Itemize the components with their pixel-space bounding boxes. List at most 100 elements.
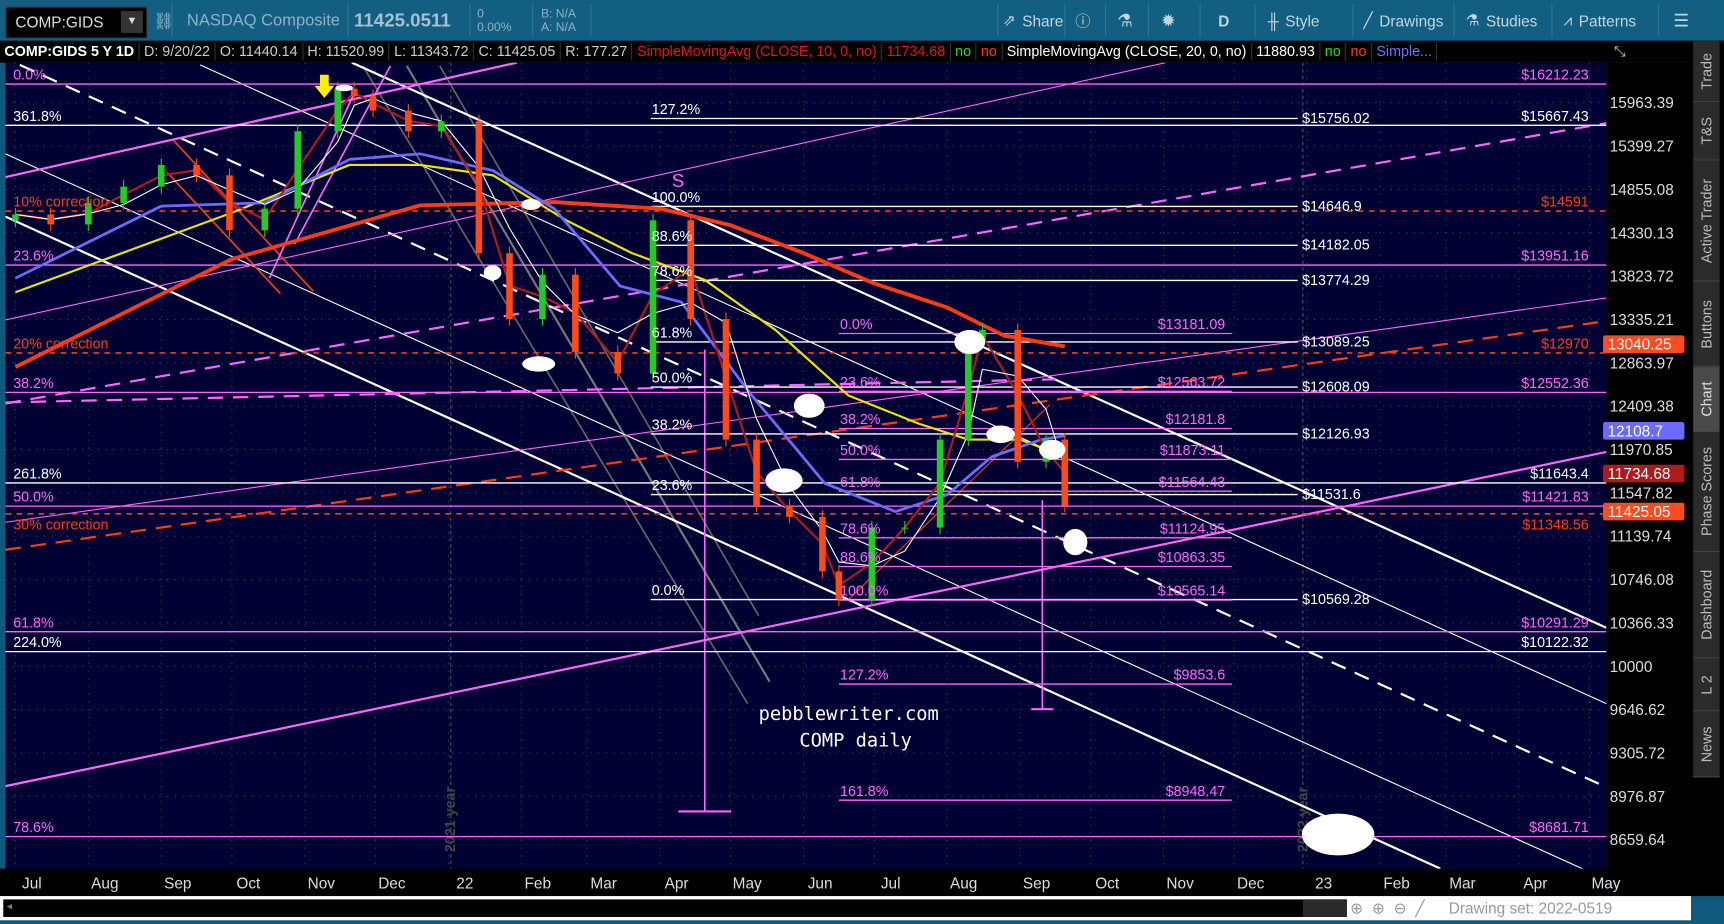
patterns-button[interactable]: ⩘ Patterns [1563,10,1637,30]
collapse-legend-icon[interactable]: ⤡ [1614,42,1626,60]
candle[interactable] [786,505,793,517]
channel-lower-line[interactable] [5,215,1441,869]
horizontal-scrollbar[interactable]: ◂ [3,899,1347,917]
gray-fan-line[interactable] [362,65,749,705]
candle[interactable] [350,88,358,97]
magenta-channel-line[interactable] [293,65,392,245]
sidebar-tab-buttons[interactable]: Buttons [1693,281,1720,368]
net-change: 0 [477,7,484,21]
legend-sma10-flag2: no [977,42,1003,61]
magenta-upper-trendline[interactable] [5,62,518,179]
x-tick-label: Dec [378,875,406,892]
candle[interactable] [475,121,483,254]
legend-high: H: 11520.99 [303,42,390,61]
channel-thin-line[interactable] [5,153,1606,880]
candle[interactable] [1014,329,1022,462]
time-axis[interactable] [0,868,1607,897]
scrollbar-thumb[interactable] [1302,899,1347,917]
candle[interactable] [835,571,843,600]
legend-sma10[interactable]: SimpleMovingAvg (CLOSE, 10, 0, no) [633,42,883,61]
candle[interactable] [965,340,972,440]
candle[interactable] [12,214,19,221]
yellow-moving-average-line[interactable] [15,163,1066,458]
candle[interactable] [294,131,302,209]
symbol-selector[interactable]: COMP:GIDS ▼ [5,6,148,39]
level-pct-label: 38.2% [13,376,54,392]
red-moving-average-line[interactable] [14,200,1066,369]
candle[interactable] [405,110,412,132]
sidebar-tab-dashboard[interactable]: Dashboard [1693,551,1720,659]
flask-icon[interactable]: ⚗ [1117,11,1133,31]
candle[interactable] [261,208,269,231]
candle[interactable] [936,439,944,528]
magenta-dashed-trendline[interactable] [5,122,1607,405]
candle[interactable] [47,214,54,225]
share-button[interactable]: ⇗ Share [1002,10,1064,30]
scroll-left-icon[interactable]: ◂ [6,900,13,913]
legend-sma20[interactable]: SimpleMovingAvg (CLOSE, 20, 0, no) [1002,42,1252,61]
candle[interactable] [157,164,165,187]
candle[interactable] [572,274,579,353]
drawings-button[interactable]: ╱ Drawings [1363,10,1444,30]
style-button[interactable]: ╫ Style [1267,11,1320,30]
candle[interactable] [437,121,445,132]
zoom-out-icon[interactable]: ⊖ [1393,898,1407,917]
sidebar-tab-trade[interactable]: Trade [1693,40,1720,103]
candle[interactable] [901,527,909,529]
candle[interactable] [85,202,92,225]
candle[interactable] [369,96,377,111]
candle[interactable] [193,164,200,176]
orange-channel-line[interactable] [166,172,281,295]
sidebar-tab-phase-scores[interactable]: Phase Scores [1693,432,1720,552]
sidebar-tab-active-trader[interactable]: Active Trader [1693,160,1720,282]
fib-price-label: $11564.43 [1159,475,1226,491]
legend-sma3[interactable]: Simple... [1372,42,1438,61]
chevron-down-icon[interactable]: ▼ [120,10,143,33]
gear-icon[interactable]: ✹ [1161,11,1176,31]
studies-button[interactable]: ⚗ Studies [1465,10,1538,30]
candle[interactable] [753,439,760,506]
candle[interactable] [614,352,622,374]
info-icon[interactable]: ⓘ [1075,11,1091,30]
candle[interactable] [539,274,546,320]
sma10-line[interactable] [15,91,1066,588]
draw-line-icon[interactable]: ╱ [1415,898,1425,917]
sidebar-tab-l-2[interactable]: L 2 [1693,658,1720,712]
candle[interactable] [687,220,694,320]
drawing-set-selector[interactable]: Drawing set: 2022-0519 [1448,899,1613,917]
orange-dashed-trendline[interactable] [5,319,1607,551]
zoom-in-icon[interactable]: ⊕ [1371,898,1385,917]
channel-midline-dashed[interactable] [19,63,1607,789]
white-marker [765,468,803,493]
candle[interactable] [506,253,513,320]
magenta-support-line[interactable] [5,450,1607,788]
symbol-value: COMP:GIDS [15,13,104,31]
crosshair-icon[interactable]: ⊕ [1350,898,1364,917]
x-tick-label: Mar [1449,875,1475,892]
x-tick-label: Oct [1095,875,1120,892]
yellow-arrow-down-icon [314,74,335,98]
sidebar-tab-chart[interactable]: Chart [1693,367,1720,433]
candle[interactable] [334,88,342,132]
level-price-label: $16212.23 [1521,68,1589,84]
link-icon[interactable]: ⛓ [152,11,174,31]
sma20-line[interactable] [15,97,1066,567]
menu-icon[interactable]: ☰ [1673,11,1690,31]
price-badge-value: 11734.68 [1607,466,1670,483]
fib-pct-label: 100.0% [652,190,701,206]
candle[interactable] [1061,439,1069,506]
period-button[interactable]: D [1218,11,1230,30]
sidebar-tab-t-s[interactable]: T&S [1693,102,1720,161]
sidebar-tab-news[interactable]: News [1693,711,1720,778]
white-marker [335,84,353,92]
candle[interactable] [819,516,826,572]
watermark-site: pebblewriter.com [758,703,939,726]
fib-pct-label: 61.8% [652,326,693,342]
candle[interactable] [649,220,657,374]
candle[interactable] [868,527,876,600]
candle[interactable] [226,175,233,231]
candle[interactable] [722,319,730,440]
channel-thin-line[interactable] [199,64,1607,705]
candle[interactable] [120,186,127,203]
